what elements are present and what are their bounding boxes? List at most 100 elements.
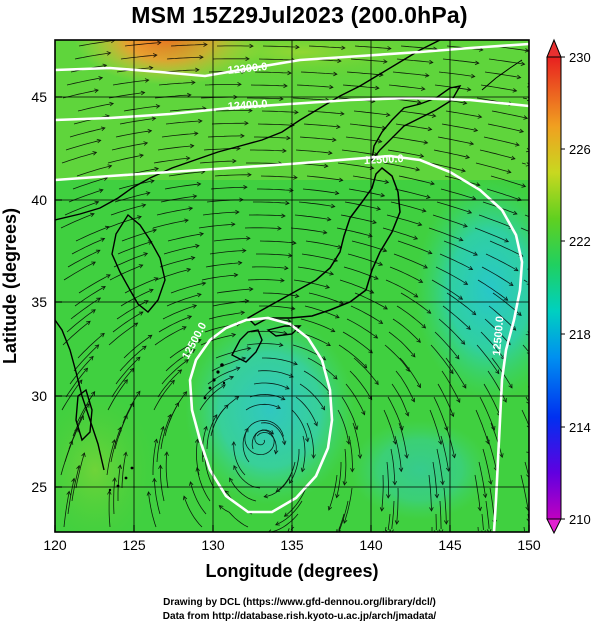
streamline-arrowhead bbox=[474, 60, 480, 66]
streamline-arrowhead bbox=[526, 449, 529, 453]
streamline bbox=[394, 188, 431, 198]
streamline bbox=[443, 487, 447, 524]
streamline bbox=[262, 292, 299, 297]
streamline-arrowhead bbox=[190, 349, 196, 354]
streamline bbox=[353, 110, 390, 116]
streamline-arrowhead bbox=[515, 142, 520, 147]
streamline bbox=[482, 448, 492, 485]
streamline bbox=[338, 344, 367, 369]
streamline-arrowhead bbox=[462, 100, 468, 105]
streamline bbox=[161, 359, 189, 385]
streamline-arrowhead bbox=[508, 383, 513, 389]
streamline bbox=[396, 487, 399, 525]
streamline-arrowhead bbox=[69, 440, 74, 445]
streamline bbox=[229, 477, 257, 502]
streamline-arrowhead bbox=[123, 379, 128, 384]
streamline bbox=[342, 331, 373, 354]
streamline-arrowhead bbox=[218, 505, 224, 510]
streamline-arrowhead bbox=[332, 137, 337, 143]
streamline-arrowhead bbox=[517, 311, 522, 316]
streamline bbox=[292, 97, 329, 101]
streamline-arrowhead bbox=[243, 185, 248, 190]
streamline-arrowhead bbox=[416, 383, 421, 389]
streamline-arrowhead bbox=[98, 76, 104, 81]
streamline bbox=[76, 165, 112, 177]
streamline bbox=[393, 253, 428, 269]
streamline bbox=[115, 356, 141, 385]
streamline bbox=[486, 188, 522, 201]
streamline-arrowhead bbox=[467, 209, 473, 214]
streamline-arrowhead bbox=[170, 379, 175, 385]
streamline-arrowhead bbox=[221, 384, 226, 389]
streamline bbox=[159, 257, 195, 268]
streamline bbox=[478, 214, 513, 229]
streamline bbox=[148, 491, 157, 528]
streamline-arrowhead bbox=[112, 477, 117, 482]
streamline-arrowhead bbox=[293, 361, 298, 366]
streamline bbox=[156, 207, 193, 216]
streamline bbox=[214, 174, 252, 177]
streamline-arrowhead bbox=[198, 118, 203, 124]
streamline bbox=[398, 422, 408, 459]
streamline-arrowhead bbox=[189, 143, 195, 149]
streamline-arrowhead bbox=[158, 464, 163, 469]
streamline-arrowhead bbox=[471, 195, 477, 201]
streamline-arrowhead bbox=[160, 425, 165, 431]
streamline-arrowhead bbox=[342, 481, 348, 486]
streamline bbox=[383, 409, 396, 445]
streamline-arrowhead bbox=[357, 454, 363, 460]
streamline-arrowhead bbox=[184, 218, 189, 223]
streamline-arrowhead bbox=[233, 272, 239, 278]
streamline-arrowhead bbox=[157, 40, 162, 46]
streamline bbox=[441, 123, 478, 131]
streamline bbox=[295, 149, 332, 154]
streamline-arrowhead bbox=[98, 188, 104, 193]
streamline bbox=[429, 162, 466, 172]
streamline-arrowhead bbox=[152, 228, 158, 233]
streamline-arrowhead bbox=[333, 374, 338, 380]
streamline bbox=[395, 123, 432, 130]
streamline-arrowhead bbox=[153, 438, 159, 444]
streamline-arrowhead bbox=[231, 333, 237, 338]
streamline bbox=[475, 162, 511, 173]
streamline-arrowhead bbox=[421, 208, 427, 213]
streamline-arrowhead bbox=[427, 126, 433, 132]
streamline bbox=[303, 370, 332, 395]
streamline bbox=[254, 71, 292, 74]
streamline-arrowhead bbox=[244, 120, 249, 126]
streamline-arrowhead bbox=[424, 73, 430, 78]
streamline-arrowhead bbox=[143, 141, 149, 146]
streamline-arrowhead bbox=[138, 311, 144, 316]
streamline bbox=[249, 214, 286, 217]
streamline-arrowhead bbox=[465, 154, 471, 160]
streamline-arrowhead bbox=[466, 325, 471, 330]
streamline-arrowhead bbox=[512, 88, 518, 93]
streamline-arrowhead bbox=[394, 520, 400, 525]
streamline bbox=[400, 45, 437, 50]
streamline-arrowhead bbox=[231, 222, 236, 227]
streamline bbox=[60, 213, 95, 229]
streamline-arrowhead bbox=[334, 190, 340, 196]
streamline bbox=[382, 227, 418, 240]
streamline-arrowhead bbox=[340, 111, 345, 116]
streamline bbox=[300, 71, 337, 75]
streamline-arrowhead bbox=[91, 309, 96, 314]
streamline-arrowhead bbox=[283, 512, 289, 517]
streamline-arrowhead bbox=[154, 166, 160, 172]
streamline bbox=[388, 84, 425, 90]
streamline-arrowhead bbox=[404, 454, 409, 459]
streamline-arrowhead bbox=[94, 344, 100, 349]
streamline bbox=[260, 175, 298, 179]
streamline-arrowhead bbox=[335, 493, 340, 499]
streamline bbox=[203, 148, 240, 151]
streamline bbox=[399, 110, 436, 117]
streamline-arrowhead bbox=[510, 155, 516, 161]
colorbar-top-arrow bbox=[546, 38, 562, 58]
streamline bbox=[106, 439, 116, 476]
streamline bbox=[348, 435, 353, 472]
streamline-arrowhead bbox=[431, 113, 437, 118]
streamline bbox=[346, 71, 383, 76]
streamline bbox=[262, 357, 298, 365]
streamline bbox=[305, 240, 342, 248]
streamline bbox=[62, 320, 91, 346]
